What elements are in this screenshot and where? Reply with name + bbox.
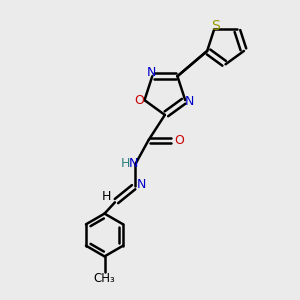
Text: H: H	[102, 190, 111, 203]
Text: CH₃: CH₃	[94, 272, 116, 285]
Text: N: N	[129, 157, 138, 169]
Text: O: O	[174, 134, 184, 147]
Text: H: H	[121, 157, 130, 169]
Text: O: O	[134, 94, 144, 106]
Text: N: N	[147, 66, 156, 79]
Text: S: S	[211, 20, 220, 33]
Text: N: N	[185, 95, 194, 108]
Text: N: N	[137, 178, 146, 191]
